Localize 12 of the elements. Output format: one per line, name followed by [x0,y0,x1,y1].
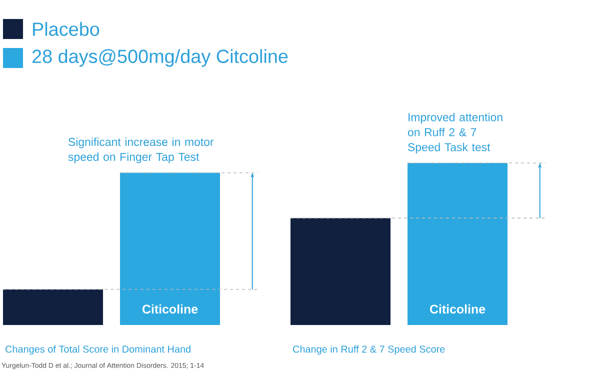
x-tick-label: Change in Ruff 2 & 7 Speed Score [293,345,445,355]
annotation: Citicoline [142,304,198,314]
annotation: Citicoline [430,304,486,314]
bar [120,172,220,325]
annotation: Significant increase in motor speed on Finger Tap Test [68,138,214,164]
x-tick-label: Changes of Total Score in Dominant Hand [6,345,190,355]
bar [3,289,104,325]
bar [290,218,391,325]
text: Improved attention on Ruff 2 & 7 Speed Task test [408,112,502,154]
legend-label: Placebo [33,22,100,36]
bar [408,163,508,325]
legend-label: 28 days@500mg/day Citcoline [32,49,288,67]
